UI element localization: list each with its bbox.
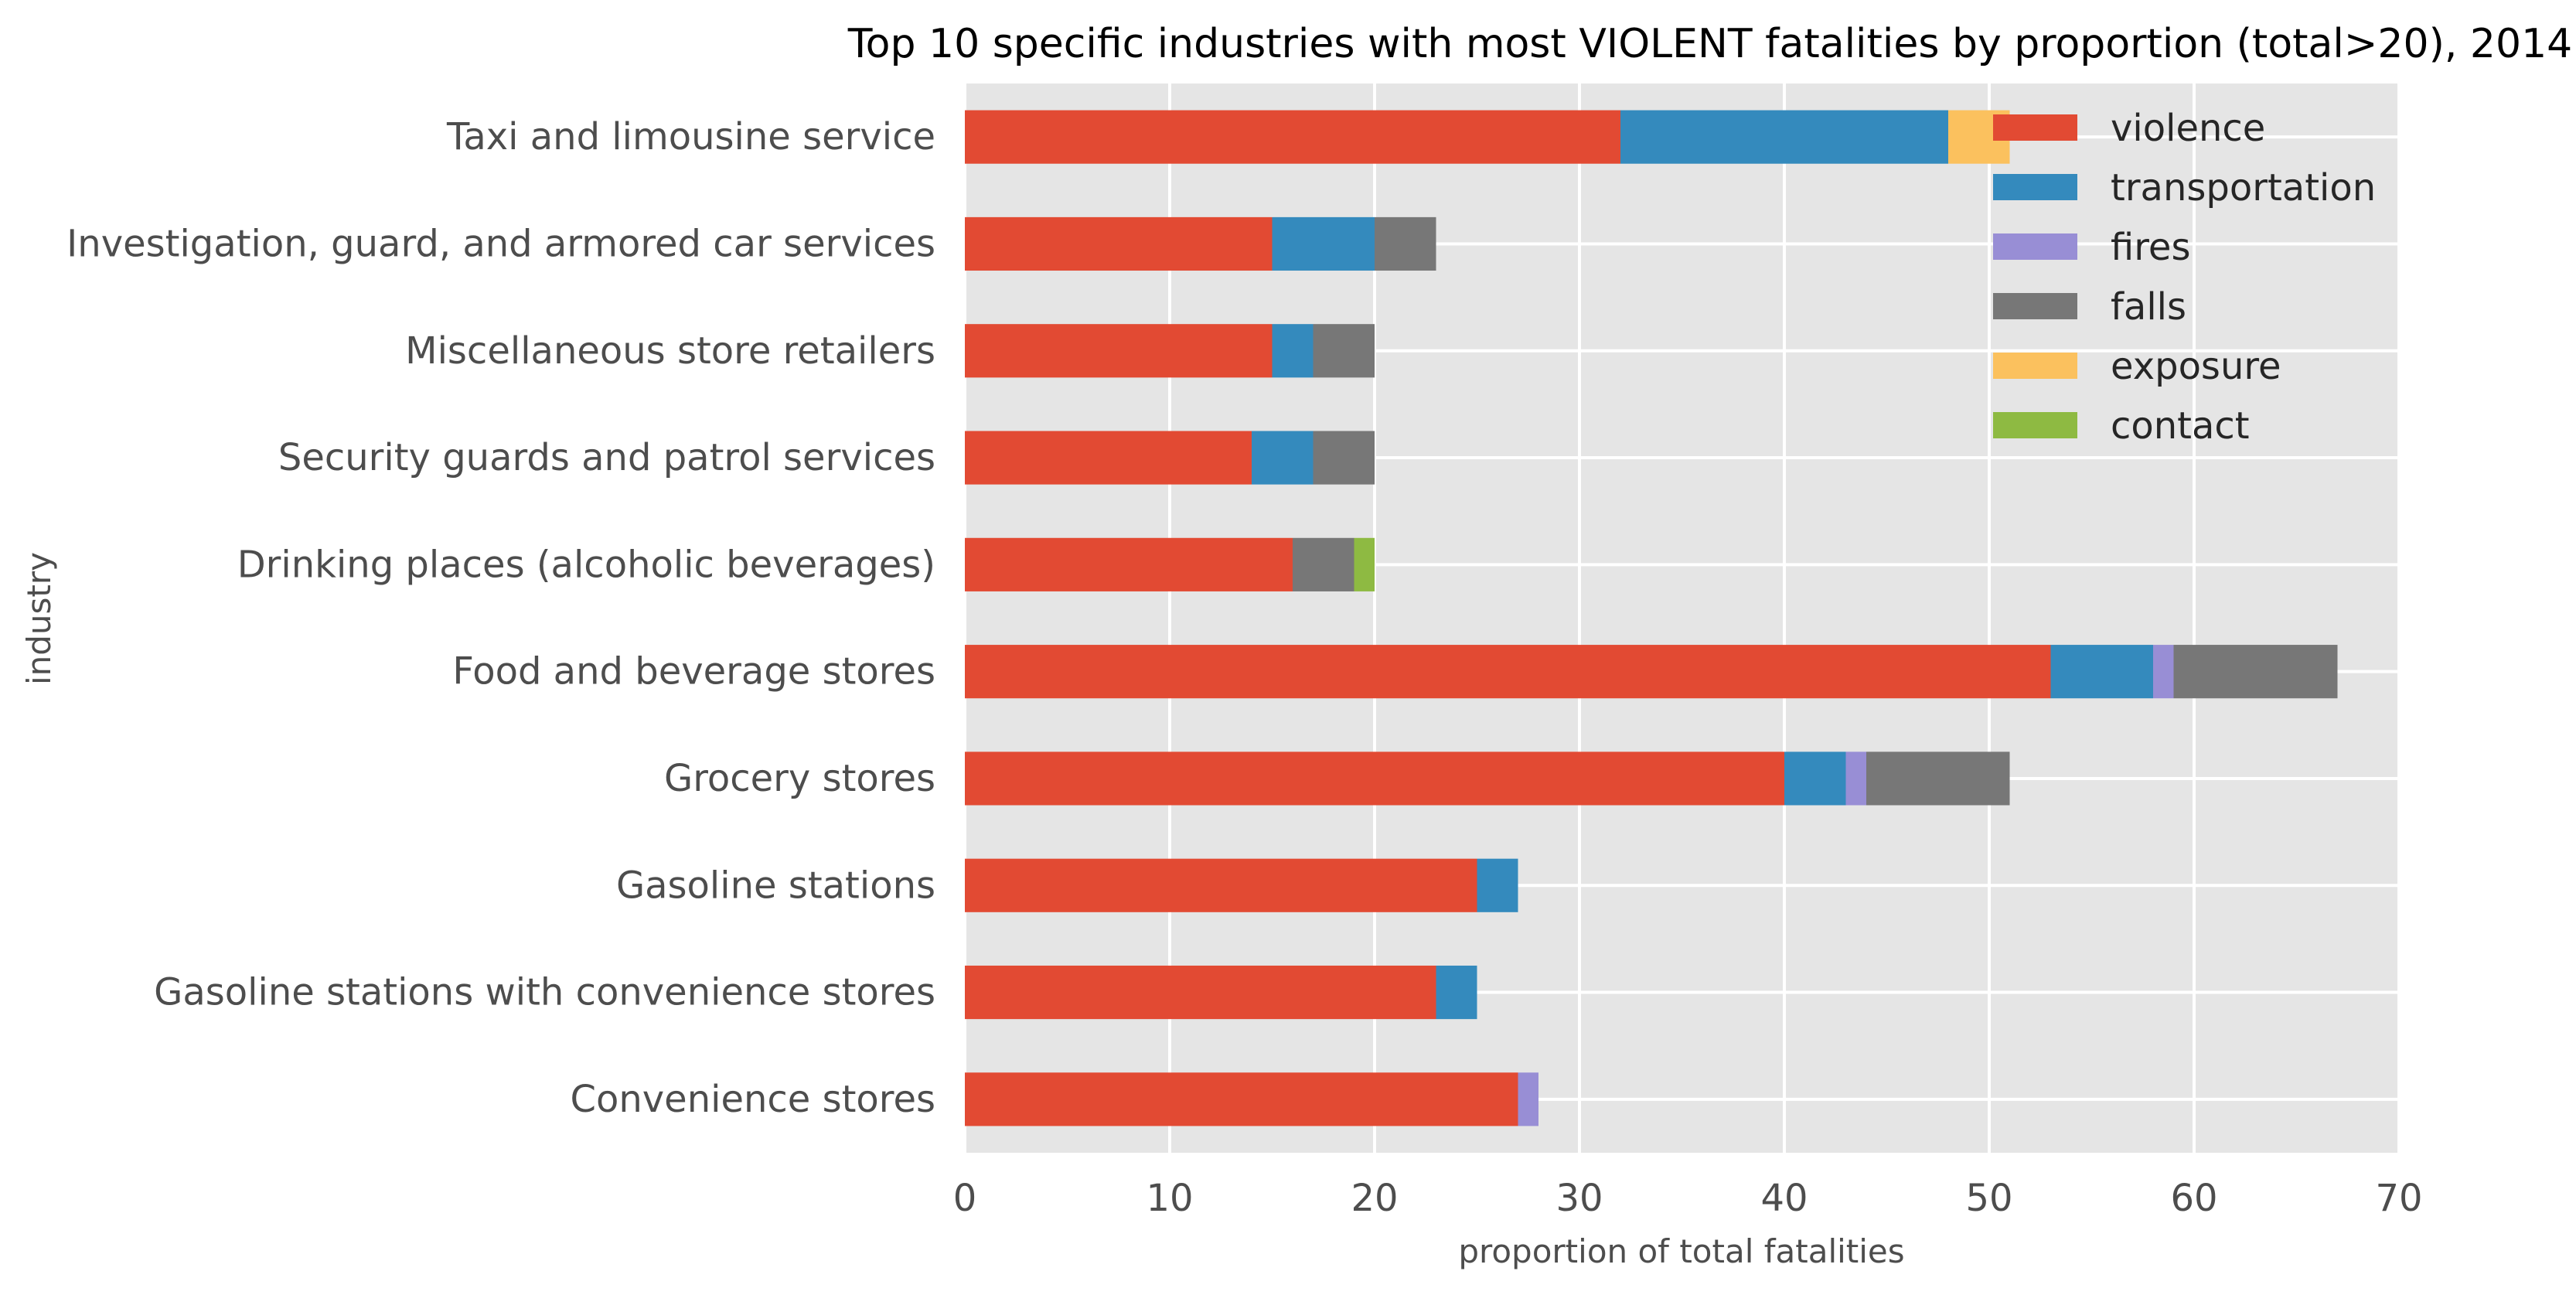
bar-segment-contact [1354,537,1375,591]
bar-segment-violence [965,858,1477,912]
category-label: Miscellaneous store retailers [405,329,935,373]
legend-label-exposure: exposure [2111,345,2281,388]
bar-segment-falls [1313,324,1375,378]
bar-segment-transportation [1252,431,1314,485]
bar-segment-falls [1866,751,2010,806]
bar-segment-transportation [1477,858,1518,912]
bar-segment-transportation [1436,965,1477,1020]
x-tick-label: 40 [1760,1177,1808,1220]
bar-segment-violence [965,1072,1518,1126]
bar-segment-falls [2173,645,2338,699]
legend-swatch-transportation [1993,174,2077,200]
category-label: Drinking places (alcoholic beverages) [237,543,935,586]
legend-swatch-fires [1993,233,2077,260]
bar-segment-violence [965,324,1273,378]
bar-segment-fires [2153,645,2174,699]
category-labels: Taxi and limousine service Investigation,… [66,115,935,1121]
category-label: Gasoline stations with convenience store… [154,971,935,1014]
bar-segment-transportation [1784,751,1846,806]
legend-label-contact: contact [2111,404,2250,448]
legend-swatch-exposure [1993,353,2077,379]
category-label: Investigation, guard, and armored car se… [66,222,935,265]
bar-segment-falls [1293,537,1354,591]
legend-swatch-contact [1993,412,2077,438]
bar-segment-fires [1518,1072,1538,1126]
chart-title: Top 10 specific industries with most VIO… [847,21,2573,67]
category-label: Taxi and limousine service [446,115,935,158]
legend-label-violence: violence [2111,107,2265,150]
x-tick-label: 60 [2170,1177,2217,1220]
bars [965,110,2338,1126]
legend: violence transportation fires falls exposure… [1993,107,2376,448]
category-label: Gasoline stations [616,864,935,907]
x-tick-labels: 0 10 20 30 40 50 60 70 [953,1177,2423,1220]
legend-label-transportation: transportation [2111,166,2376,210]
bar-segment-violence [965,965,1436,1020]
bar-segment-falls [1313,431,1375,485]
y-axis-label: industry [20,552,58,685]
bar-segment-violence [965,431,1252,485]
legend-swatch-falls [1993,293,2077,319]
category-label: Grocery stores [664,757,935,800]
bar-segment-violence [965,537,1293,591]
bar-segment-violence [965,645,2051,699]
bar-segment-violence [965,110,1620,164]
category-label: Security guards and patrol services [278,436,935,479]
x-tick-label: 70 [2375,1177,2422,1220]
bar-segment-transportation [1272,324,1314,378]
bar-segment-violence [965,751,1784,806]
x-tick-label: 30 [1555,1177,1603,1220]
legend-label-falls: falls [2111,285,2186,329]
bar-segment-transportation [2050,645,2153,699]
x-tick-label: 0 [953,1177,977,1220]
legend-swatch-violence [1993,114,2077,141]
bar-segment-fires [1845,751,1866,806]
bar-segment-transportation [1620,110,1948,164]
x-axis-label: proportion of total fatalities [1458,1232,1904,1270]
category-label: Food and beverage stores [452,650,935,694]
bar-segment-falls [1375,216,1436,271]
bar-segment-transportation [1272,216,1375,271]
x-tick-label: 50 [1965,1177,2012,1220]
category-label: Convenience stores [570,1078,935,1121]
legend-label-fires: fires [2111,226,2190,269]
x-tick-label: 20 [1351,1177,1398,1220]
bar-segment-violence [965,216,1273,271]
x-tick-label: 10 [1146,1177,1193,1220]
